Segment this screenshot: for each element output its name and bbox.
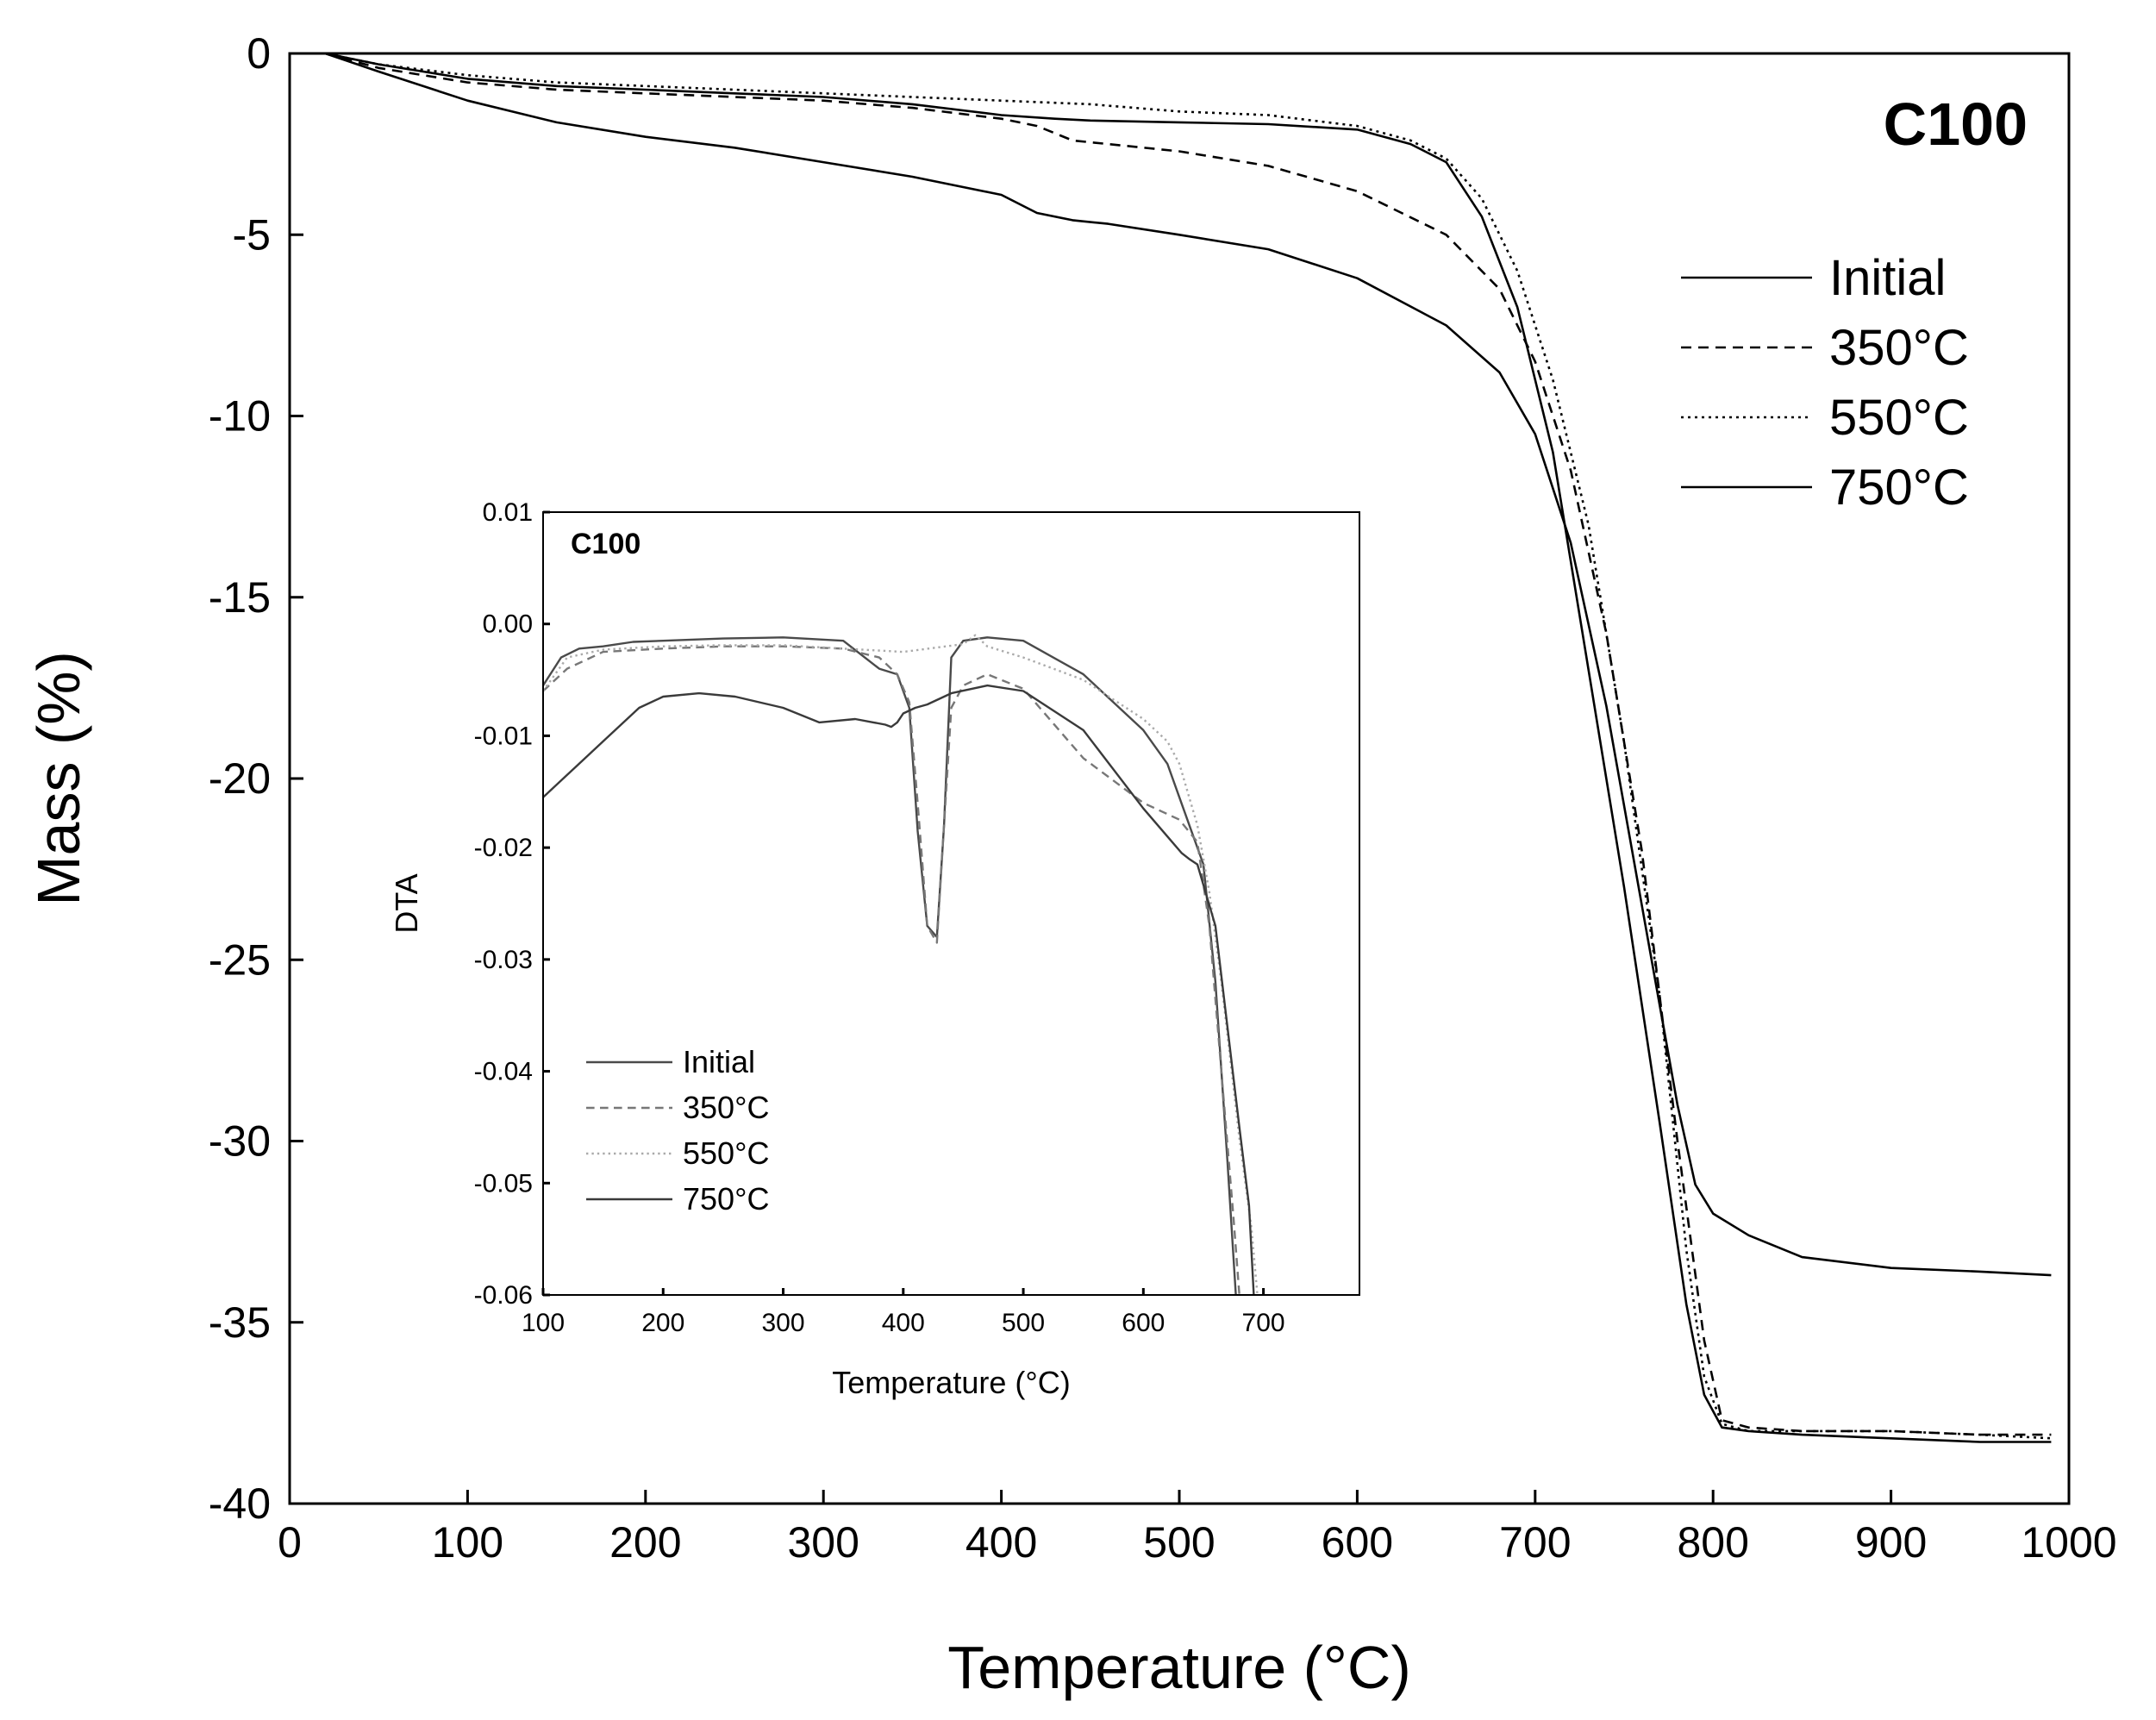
inset-y-tick-label: -0.06: [474, 1281, 533, 1310]
inset-legend-label: 750°C: [683, 1181, 769, 1217]
main-x-tick-label: 700: [1499, 1518, 1571, 1567]
inset-y-axis-title: DTA: [389, 873, 424, 933]
main-y-axis-title: Mass (%): [25, 651, 92, 906]
main-legend-label: 750°C: [1829, 460, 1969, 516]
main-y-tick-label: -5: [233, 210, 271, 259]
inset-plot-frame: [542, 511, 1360, 1296]
inset-y-tick-label: -0.03: [474, 946, 533, 974]
inset-x-tick-label: 700: [1242, 1309, 1285, 1337]
main-y-tick-label: -20: [209, 754, 271, 803]
main-x-tick-label: 0: [278, 1518, 302, 1567]
main-y-tick-label: -15: [209, 573, 271, 622]
main-y-tick-label: -30: [209, 1117, 271, 1166]
inset-y-tick-label: 0.01: [483, 498, 533, 527]
inset-x-tick-label: 200: [641, 1309, 684, 1337]
main-x-tick-label: 300: [787, 1518, 859, 1567]
inset-series-group: [541, 634, 1259, 1296]
main-x-tick-label: 1000: [2021, 1518, 2116, 1567]
main-x-tick-label: 400: [966, 1518, 1037, 1567]
inset-y-tick-label: -0.04: [474, 1058, 533, 1086]
main-y-tick-label: -25: [209, 935, 271, 984]
inset-legend: Initial 350°C 550°C 750°C: [586, 1044, 769, 1217]
inset-legend-label: Initial: [683, 1044, 755, 1079]
inset-series-750c-line: [542, 684, 1255, 1296]
main-y-tick-label: -40: [209, 1479, 271, 1528]
main-x-tick-label: 800: [1677, 1518, 1748, 1567]
main-x-axis-title: Temperature (°C): [947, 1634, 1411, 1701]
inset-x-tick-label: 300: [761, 1309, 804, 1337]
main-legend-label: 350°C: [1829, 320, 1969, 376]
inset-legend-label: 550°C: [683, 1135, 769, 1171]
main-plot: 0 100 200 300 400 500 600 700 800 900 1000 0 -5 -10 -1…: [25, 29, 2117, 1701]
inset-x-tick-label: 100: [522, 1309, 565, 1337]
main-y-tick-label: 0: [247, 29, 271, 78]
inset-x-axis-title: Temperature (°C): [832, 1365, 1070, 1400]
inset-legend-label: 350°C: [683, 1090, 769, 1125]
inset-x-tick-label: 500: [1002, 1309, 1045, 1337]
main-x-tick-label: 900: [1855, 1518, 1927, 1567]
inset-chart-title: C100: [571, 528, 641, 560]
main-x-tick-label: 100: [432, 1518, 503, 1567]
inset-series-350c-line: [542, 645, 1240, 1296]
main-y-tick-label: -35: [209, 1298, 271, 1347]
main-y-tick-label: -10: [209, 392, 271, 441]
main-series-350c-line: [324, 52, 2052, 1436]
main-legend-label: Initial: [1829, 250, 1946, 306]
inset-x-tick-label: 400: [882, 1309, 925, 1337]
inset-ticks: 100 200 300 400 500 600 700 0.01 0.00 -0.01 -0.02 -…: [474, 498, 1285, 1337]
main-series-initial-line: [325, 52, 2052, 1443]
main-legend-label: 550°C: [1829, 390, 1969, 446]
main-series-750c-line: [324, 52, 2052, 1277]
inset-x-tick-label: 600: [1122, 1309, 1165, 1337]
inset-y-tick-label: -0.01: [474, 722, 533, 750]
main-series-group: [324, 52, 2052, 1443]
main-ticks: 0 100 200 300 400 500 600 700 800 900 1000 0 -5 -10 -1…: [209, 29, 2117, 1567]
main-legend: Initial 350°C 550°C 750°C: [1681, 250, 1969, 516]
inset-y-tick-label: -0.02: [474, 834, 533, 862]
inset-plot: 100 200 300 400 500 600 700 0.01 0.00 -0.01 -0.02 -…: [389, 498, 1360, 1400]
main-x-tick-label: 500: [1143, 1518, 1215, 1567]
main-series-550c-line: [325, 52, 2052, 1440]
inset-background: [543, 512, 1359, 1295]
main-x-tick-label: 200: [609, 1518, 681, 1567]
main-x-tick-label: 600: [1322, 1518, 1393, 1567]
main-chart-title: C100: [1884, 91, 2028, 158]
inset-y-tick-label: -0.05: [474, 1169, 533, 1198]
inset-y-tick-label: 0.00: [483, 610, 533, 639]
